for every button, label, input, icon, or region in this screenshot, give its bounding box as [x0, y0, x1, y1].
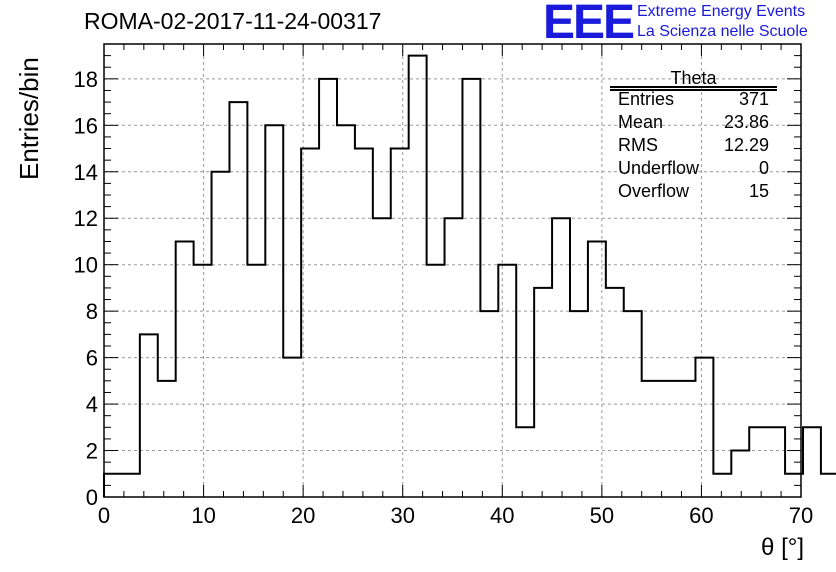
- stats-row: RMS 12.29: [610, 134, 777, 157]
- y-axis-label: Entries/bin: [14, 57, 44, 180]
- stats-value: 371: [738, 89, 769, 109]
- y-tick-label: 16: [74, 113, 98, 138]
- logo-caption-line1: Extreme Energy Events: [637, 3, 806, 20]
- y-tick-label: 12: [74, 206, 98, 231]
- chart-title: ROMA-02-2017-11-24-00317: [84, 8, 382, 34]
- stats-label: Underflow: [618, 158, 700, 178]
- stats-value: 12.29: [723, 135, 769, 155]
- x-tick-label: 60: [689, 503, 713, 528]
- stats-label: Entries: [618, 89, 675, 109]
- y-tick-label: 4: [86, 392, 98, 417]
- x-tick-label: 30: [390, 503, 414, 528]
- stats-label: RMS: [618, 135, 658, 155]
- stats-row: Entries 371: [610, 88, 777, 111]
- x-tick-label: 0: [98, 503, 110, 528]
- x-axis-label: θ [°]: [761, 534, 804, 561]
- y-tick-label: 6: [86, 346, 98, 371]
- stats-value: 15: [748, 181, 769, 201]
- x-tick-label: 10: [191, 503, 215, 528]
- logo-caption-line2: La Scienza nelle Scuole: [637, 23, 808, 40]
- stats-label: Mean: [618, 112, 664, 132]
- logo-caption: Extreme Energy Events La Scienza nelle S…: [637, 2, 808, 42]
- eee-logo: EEE: [543, 0, 635, 49]
- stats-value: 23.86: [723, 112, 769, 132]
- histogram-line: [103, 54, 836, 497]
- y-tick-label: 14: [74, 160, 98, 185]
- stats-row: Mean 23.86: [610, 111, 777, 134]
- stats-value: 0: [758, 158, 769, 178]
- x-tick-label: 70: [789, 503, 813, 528]
- stats-box: Theta Entries 371 Mean 23.86 RMS 12.29 Unde…: [610, 66, 777, 203]
- x-tick-label: 20: [291, 503, 315, 528]
- y-tick-label: 2: [86, 439, 98, 464]
- y-tick-label: 18: [74, 67, 98, 92]
- plot-frame: [103, 43, 802, 498]
- stats-title: Theta: [610, 66, 777, 88]
- stats-label: Overflow: [618, 181, 690, 201]
- y-tick-label: 0: [86, 485, 98, 510]
- y-tick-label: 8: [86, 299, 98, 324]
- x-tick-label: 40: [490, 503, 514, 528]
- stats-row: Underflow 0: [610, 157, 777, 180]
- stats-row: Overflow 15: [610, 180, 777, 203]
- x-tick-label: 50: [590, 503, 614, 528]
- y-tick-label: 10: [74, 253, 98, 278]
